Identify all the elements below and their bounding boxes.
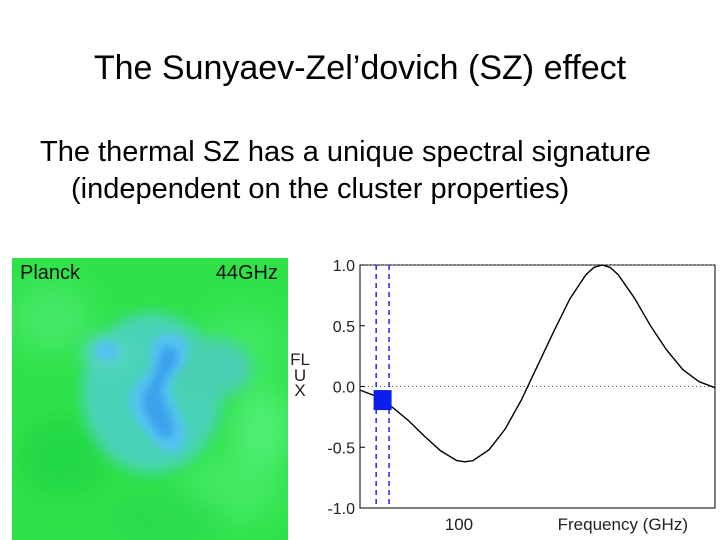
y-axis-title: FLUX	[290, 350, 310, 400]
y-tick-label: 0.0	[333, 380, 355, 397]
x-tick-label: 100	[445, 515, 473, 534]
series-line-thermal-sz	[359, 264, 716, 463]
slide-body-text: The thermal SZ has a unique spectral sig…	[40, 136, 651, 205]
sz-decrement-map	[12, 258, 288, 540]
y-tick-label: 0.5	[333, 319, 355, 336]
instrument-label: Planck	[20, 262, 81, 284]
highlight-band	[375, 265, 390, 508]
marker-44ghz	[373, 390, 392, 411]
cluster-core	[142, 346, 178, 438]
slide-title: The Sunyaev-Zel’dovich (SZ) effect	[93, 49, 627, 87]
planck-sky-map: Planck 44GHz	[12, 258, 288, 540]
reference-lines	[360, 264, 715, 387]
y-tick-label: 1.0	[333, 258, 355, 275]
plot-frame	[359, 264, 716, 509]
y-tick-labels: 1.0 0.5 0.0 -0.5 -1.0	[327, 258, 365, 518]
frequency-label: 44GHz	[215, 262, 278, 284]
map-mottling	[12, 283, 288, 540]
y-tick-label: -0.5	[327, 440, 355, 457]
y-tick-label: -1.0	[327, 501, 355, 518]
x-axis-title: Frequency (GHz)	[558, 515, 688, 534]
sz-spectrum-chart: 1.0 0.5 0.0 -0.5 -1.0 100 Frequency (GHz)	[327, 258, 716, 534]
x-tick-labels: 100	[445, 515, 473, 534]
